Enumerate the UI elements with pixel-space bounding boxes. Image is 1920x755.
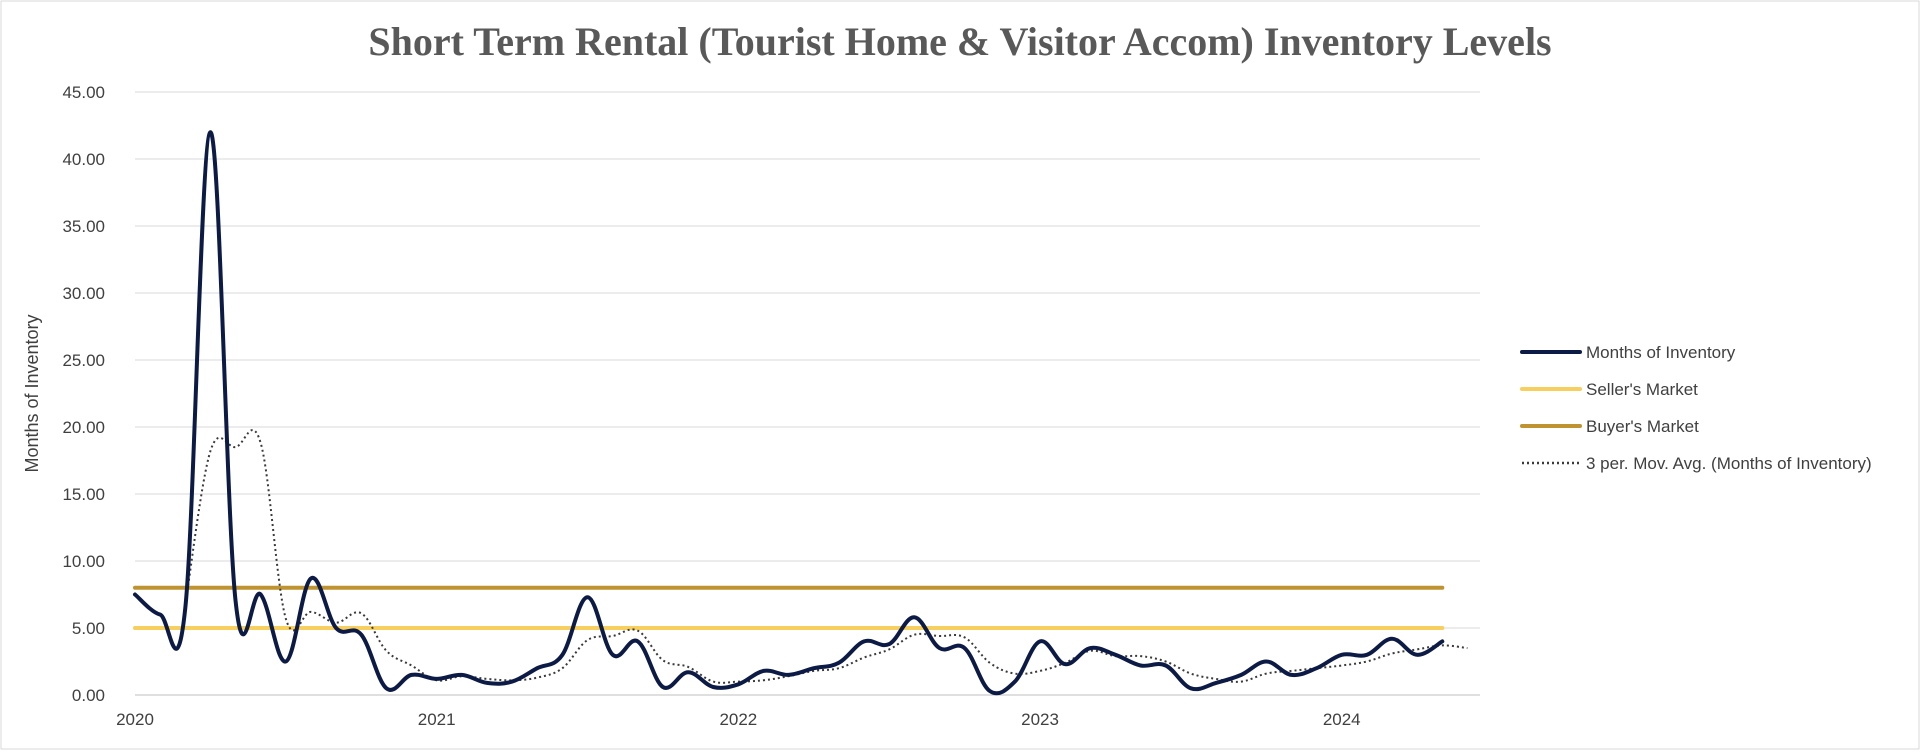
x-tick-label: 2021 — [418, 710, 456, 729]
y-tick-label: 0.00 — [72, 686, 105, 705]
series-months-of-inventory-line — [133, 130, 1445, 696]
series-moving-average-line — [184, 429, 1468, 684]
legend-item: Months of Inventory — [1520, 343, 1736, 362]
y-tick-label: 30.00 — [62, 284, 105, 303]
legend-item: Seller's Market — [1520, 380, 1698, 399]
chart-title: Short Term Rental (Tourist Home & Visito… — [368, 19, 1551, 64]
legend-label: Seller's Market — [1586, 380, 1698, 399]
y-tick-label: 35.00 — [62, 217, 105, 236]
y-axis: 0.00 5.00 10.00 15.00 20.00 25.00 30.00 35.00 40… — [62, 83, 105, 705]
x-tick-label: 2022 — [719, 710, 757, 729]
legend-item: 3 per. Mov. Avg. (Months of Inventory) — [1522, 454, 1872, 473]
y-tick-label: 15.00 — [62, 485, 105, 504]
y-tick-label: 20.00 — [62, 418, 105, 437]
legend-label: Buyer's Market — [1586, 417, 1699, 436]
y-tick-label: 45.00 — [62, 83, 105, 102]
y-tick-label: 40.00 — [62, 150, 105, 169]
y-tick-label: 5.00 — [72, 619, 105, 638]
legend-label: Months of Inventory — [1586, 343, 1736, 362]
legend-label: 3 per. Mov. Avg. (Months of Inventory) — [1586, 454, 1872, 473]
plot-area — [133, 130, 1468, 696]
legend-item: Buyer's Market — [1520, 417, 1699, 436]
x-tick-label: 2020 — [116, 710, 154, 729]
legend: Months of Inventory Seller's Market Buyer'… — [1520, 343, 1872, 473]
y-tick-label: 25.00 — [62, 351, 105, 370]
x-tick-label: 2023 — [1021, 710, 1059, 729]
y-tick-label: 10.00 — [62, 552, 105, 571]
x-tick-label: 2024 — [1323, 710, 1361, 729]
x-axis: 2020 2021 2022 2023 2024 — [116, 710, 1361, 729]
grid — [135, 91, 1480, 696]
y-axis-title: Months of Inventory — [22, 314, 42, 472]
